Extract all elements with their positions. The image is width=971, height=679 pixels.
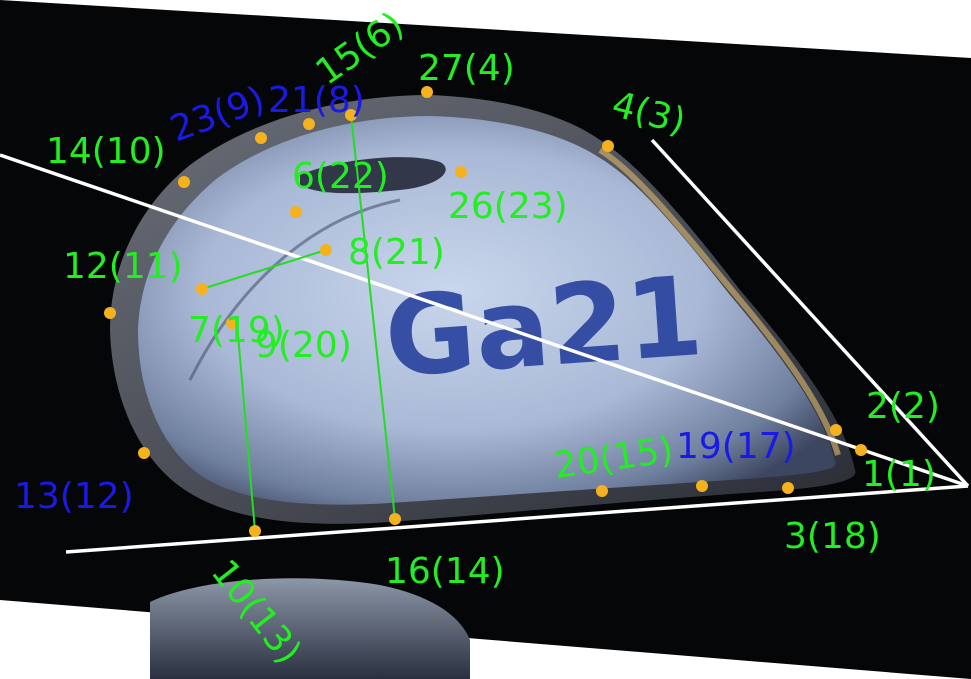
landmark-point-20: [596, 485, 608, 497]
guide-lines: [0, 138, 970, 554]
measure-line-7-10: [236, 322, 256, 532]
measure-line-12-8: [201, 249, 327, 290]
landmark-point-26: [455, 166, 467, 178]
landmark-point-16: [389, 513, 401, 525]
landmark-point-1: [855, 444, 867, 456]
landmark-point-2: [830, 424, 842, 436]
landmark-point-6: [290, 206, 302, 218]
label-3: 3(18): [784, 516, 881, 557]
label-19: 19(17): [676, 426, 796, 467]
landmark-point-8: [320, 244, 332, 256]
landmark-point-15: [345, 109, 357, 121]
label-6: 6(22): [292, 156, 389, 197]
measure-lines: [201, 114, 396, 532]
label-12: 12(11): [63, 246, 183, 287]
landmark-point-21: [303, 118, 315, 130]
landmark-point-7: [226, 317, 238, 329]
label-8: 8(21): [348, 232, 445, 273]
label-1: 1(1): [862, 454, 936, 495]
landmark-point-14: [178, 176, 190, 188]
muscle-scar: [300, 157, 446, 194]
label-27: 27(4): [418, 48, 515, 89]
landmark-point-23: [255, 132, 267, 144]
landmark-point-12: [196, 283, 208, 295]
measure-line-21-16: [350, 114, 396, 520]
landmark-point-27: [421, 86, 433, 98]
label-14: 14(10): [46, 131, 166, 172]
guide-line-diagonal: [0, 153, 969, 488]
landmark-point-4: [602, 140, 614, 152]
label-16: 16(14): [385, 551, 505, 592]
landmark-points: [104, 86, 867, 537]
label-21: 21(8): [268, 80, 365, 121]
landmark-point-13: [138, 447, 150, 459]
landmark-point-19: [696, 480, 708, 492]
landmark-point-3: [782, 482, 794, 494]
shell-edge-highlight: [598, 147, 841, 456]
landmark-point-side: [104, 307, 116, 319]
label-7: 7(19): [188, 310, 285, 351]
guide-line-base: [65, 484, 969, 554]
landmark-point-10: [249, 525, 261, 537]
guide-line-apex: [650, 138, 970, 488]
shell-interior: [138, 116, 836, 505]
label-26: 26(23): [448, 186, 568, 227]
label-13: 13(12): [14, 476, 134, 517]
label-9: 9(20): [255, 325, 352, 366]
label-2: 2(2): [866, 386, 940, 427]
lower-shell-fragment: [150, 578, 470, 679]
